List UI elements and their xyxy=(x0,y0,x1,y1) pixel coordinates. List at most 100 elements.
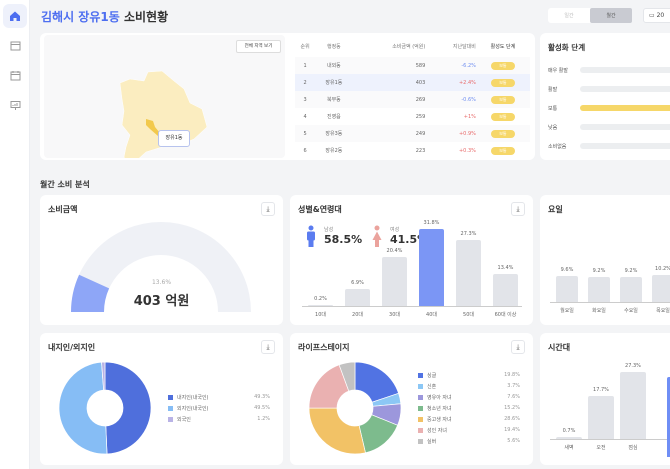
bar-value-label: 10.2% xyxy=(655,265,670,272)
gender-age-title: 성별&연령대 xyxy=(298,205,342,214)
x-axis-line xyxy=(550,302,670,303)
donut-slice[interactable] xyxy=(338,361,356,392)
change-cell: +0.3% xyxy=(458,147,476,154)
page-title: 김해시 장유1동 소비현황 xyxy=(41,8,168,25)
bar-value-label: 6.9% xyxy=(351,280,364,287)
weekday-card: 요일 9.6% 월요일 9.2% 화요일 9.2% 수요일 10.2% 목요일 xyxy=(540,195,670,325)
bar xyxy=(382,256,407,306)
bar-category-label: 50대 xyxy=(463,312,474,318)
change-cell: +2.4% xyxy=(425,74,476,91)
donut-slice[interactable] xyxy=(101,361,106,391)
level-badge: 보통 xyxy=(490,78,515,87)
rank-cell: 4 xyxy=(303,113,307,120)
table-row[interactable]: 4 진영읍 259 +1% 보통 xyxy=(295,108,530,125)
download-icon[interactable]: ⤓ xyxy=(261,202,275,216)
timeslot-card: 시간대 0.7% 새벽 17.7% 오전 27.3% 점심 xyxy=(540,333,670,465)
level-bar xyxy=(580,124,670,130)
download-icon[interactable]: ⤓ xyxy=(511,340,525,354)
donut-slice[interactable] xyxy=(58,361,108,455)
amount-cell: 589 xyxy=(352,57,426,74)
col-rank: 순위 xyxy=(300,43,310,50)
district-cell: 장유1동 xyxy=(315,74,353,91)
table-row[interactable]: 6 장유2동 223 +0.3% 보통 xyxy=(295,142,530,159)
bar xyxy=(652,274,670,302)
bar xyxy=(620,372,646,439)
legend-label: 싱글 xyxy=(427,373,437,379)
download-icon[interactable]: ⤓ xyxy=(511,202,525,216)
date-picker[interactable]: ▭ 20 xyxy=(643,8,670,23)
rank-cell: 1 xyxy=(295,57,316,74)
resident-card: 내지인/외지인 ⤓ 내지인(내국인) 49.3% 외지인(내국인) 49.5% 외국인 1… xyxy=(40,333,283,465)
bar-category-label: 화요일 xyxy=(592,308,606,314)
legend-item: 내지인(내국인) xyxy=(168,394,209,401)
legend-item: 신혼 xyxy=(418,383,436,390)
bar-value-label: 31.8% xyxy=(423,219,440,226)
legend-value: 49.3% xyxy=(254,394,270,400)
legend-item: 중고생 자녀 xyxy=(418,416,452,423)
change-cell: +0.9% xyxy=(425,125,476,142)
presentation-chart-icon[interactable] xyxy=(3,93,27,117)
section-title: 월간 소비 분석 xyxy=(40,180,90,189)
store-icon[interactable] xyxy=(3,33,27,57)
legend-item: 외지인(내국인) xyxy=(168,405,209,412)
rank-cell: 3 xyxy=(295,91,316,108)
legend-label: 중고생 자녀 xyxy=(427,417,452,423)
legend-swatch xyxy=(418,373,423,378)
col-amount: 소비금액 (억원) xyxy=(392,43,426,50)
weekday-title: 요일 xyxy=(548,205,563,214)
date-value: 20 xyxy=(656,12,665,19)
bar-value-label: 20.4% xyxy=(386,247,403,254)
amount-cell: 269 xyxy=(352,91,426,108)
donut-slice[interactable] xyxy=(308,407,366,455)
table-row[interactable]: 2 장유1동 403 +2.4% 보통 xyxy=(295,74,530,91)
toggle-monthly[interactable]: 월간 xyxy=(590,8,632,23)
bar xyxy=(556,437,582,439)
table-row[interactable]: 5 장유3동 249 +0.9% 보통 xyxy=(295,125,530,142)
bar-category-label: 30대 xyxy=(389,312,400,318)
amount-cell: 249 xyxy=(352,125,426,142)
resident-donut xyxy=(58,361,152,455)
district-cell: 장유2동 xyxy=(325,148,343,154)
download-icon[interactable]: ⤓ xyxy=(261,340,275,354)
calendar-icon[interactable] xyxy=(3,63,27,87)
legend-value: 19.8% xyxy=(504,372,520,378)
level-cell: 보통 xyxy=(475,91,530,108)
level-cell: 보통 xyxy=(475,57,530,74)
bar-category-label: 목요일 xyxy=(656,308,670,314)
calendar-icon: ▭ xyxy=(649,12,657,19)
amount-card: 소비금액 ⤓ 13.6% 403 억원 xyxy=(40,195,283,325)
gauge-track xyxy=(71,222,251,312)
home-icon[interactable] xyxy=(3,4,27,28)
x-axis-line xyxy=(302,306,522,307)
lifestage-title: 라이프스테이지 xyxy=(298,343,350,352)
level-cell: 보통 xyxy=(475,125,530,142)
toggle-daily[interactable]: 일간 xyxy=(564,13,574,19)
gauge-value: 403 억원 xyxy=(133,294,190,309)
activation-card: 활성화 단계 매우 활발 활발 보통 낮음 소비없음 xyxy=(540,33,670,160)
donut-slice[interactable] xyxy=(104,361,152,455)
bar-category-label: 월요일 xyxy=(560,308,574,314)
table-row[interactable]: 3 북부동 269 -0.6% 보통 xyxy=(295,91,530,108)
male-icon xyxy=(307,225,315,247)
level-badge: 보통 xyxy=(490,112,515,121)
legend-label: 내지인(내국인) xyxy=(177,395,209,401)
view-all-regions-button[interactable]: 전체 지역 보기 xyxy=(236,40,281,53)
x-axis-line xyxy=(550,439,670,440)
bar-value-label: 27.3% xyxy=(625,363,641,370)
district-cell: 내외동 xyxy=(315,57,353,74)
legend-swatch xyxy=(418,428,423,433)
legend-item: 청소년 자녀 xyxy=(418,405,452,412)
legend-label: 청소년 자녀 xyxy=(427,406,452,412)
legend-swatch xyxy=(418,395,423,400)
bar xyxy=(308,305,333,306)
bar xyxy=(419,228,444,306)
table-row[interactable]: 1 내외동 589 -6.2% 보통 xyxy=(295,57,530,74)
bar xyxy=(588,395,614,439)
selected-region[interactable] xyxy=(146,119,160,136)
level-cell: 보통 xyxy=(475,74,530,91)
legend-swatch xyxy=(418,384,423,389)
bar-category-label: 점심 xyxy=(628,445,638,451)
rank-cell: 5 xyxy=(295,125,316,142)
legend-item: 싱글 xyxy=(418,372,436,379)
bar-value-label: 0.7% xyxy=(562,428,576,435)
